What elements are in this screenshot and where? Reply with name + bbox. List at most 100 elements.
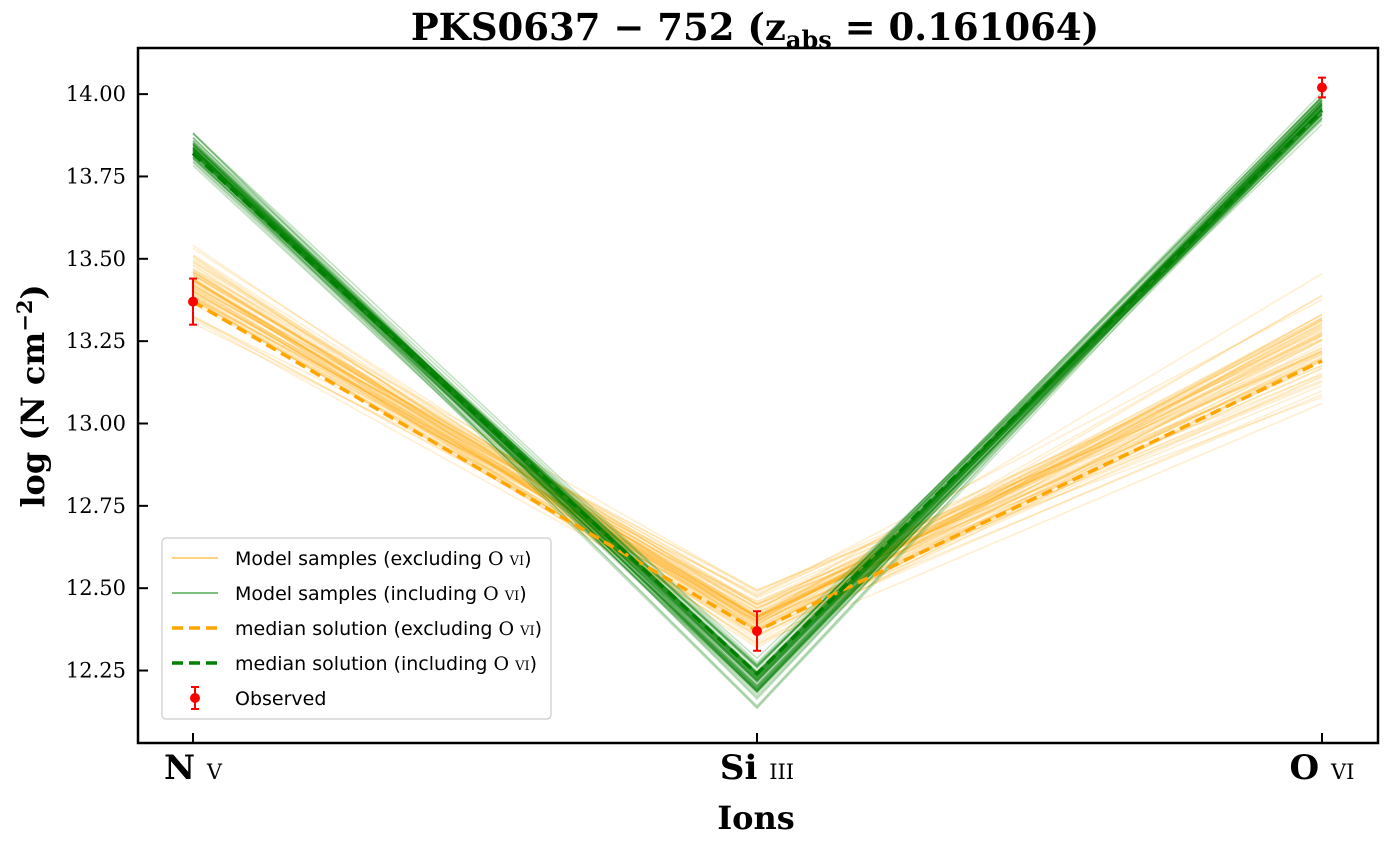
model-sample-line-including	[192, 108, 1323, 693]
x-tick-label: N v	[164, 748, 223, 788]
y-tick-label: 12.25	[66, 659, 126, 683]
legend-label-ion: O vi	[494, 653, 530, 675]
model-sample-line-including	[192, 96, 1323, 670]
model-sample-line-including	[192, 102, 1323, 679]
chart-title-tail: = 0.161064)	[832, 5, 1099, 49]
chart-title: PKS0637 − 752 (zabs = 0.161064)	[411, 5, 1099, 54]
legend: Model samples (excluding O vi)Model samp…	[161, 537, 552, 720]
legend-label: Model samples (excluding O vi)	[235, 548, 532, 570]
model-sample-line-excluding	[192, 280, 1323, 606]
model-sample-line-including	[192, 107, 1323, 693]
x-axis-title: Ions	[717, 799, 795, 837]
model-sample-line-excluding	[192, 284, 1323, 609]
x-tick-label: O vi	[1290, 748, 1355, 788]
y-tick-label: 12.50	[66, 576, 126, 600]
model-sample-line-including	[192, 111, 1323, 694]
model-sample-line-including	[192, 97, 1323, 691]
legend-label: Model samples (including O vi)	[235, 583, 527, 605]
model-sample-line-including	[192, 100, 1323, 668]
model-sample-line-excluding	[192, 303, 1323, 609]
model-sample-line-excluding	[192, 292, 1323, 591]
median-solution-line-including	[191, 109, 1324, 677]
model-sample-line-excluding	[192, 260, 1323, 611]
model-sample-line-excluding	[192, 275, 1323, 599]
model-sample-line-including	[192, 114, 1323, 683]
model-sample-line-including	[192, 113, 1323, 688]
model-sample-line-excluding	[192, 281, 1323, 598]
y-axis-title-main: log (N cm	[14, 332, 52, 508]
legend-label-text: )	[519, 583, 526, 605]
model-sample-line-including	[192, 105, 1323, 693]
y-tick-label: 12.75	[66, 494, 126, 518]
model-sample-line-including	[192, 102, 1323, 709]
y-tick-label: 13.75	[66, 164, 126, 188]
model-sample-line-including	[192, 123, 1323, 668]
model-sample-line-excluding	[192, 298, 1323, 597]
legend-label-text: Model samples (including	[235, 583, 483, 605]
legend-label-ion: O vi	[488, 548, 524, 570]
observed-point	[752, 626, 762, 637]
model-sample-line-including	[192, 110, 1323, 697]
legend-label-text: Model samples (excluding	[235, 548, 488, 570]
x-axis: N v Si iii O vi	[164, 733, 1355, 788]
legend-label-ion: O vi	[483, 583, 519, 605]
y-tick-label: 13.00	[66, 411, 126, 435]
observed-layer	[188, 76, 1327, 652]
legend-box	[161, 537, 552, 720]
legend-label-text: )	[530, 653, 537, 675]
model-sample-line-excluding	[192, 286, 1323, 593]
model-sample-line-including	[192, 118, 1323, 679]
model-sample-line-including	[192, 112, 1323, 690]
y-tick-label: 14.00	[66, 82, 126, 106]
x-tick-label-ion: vi	[1330, 752, 1354, 787]
legend-label: Observed	[235, 688, 326, 710]
model-sample-line-including	[192, 108, 1323, 664]
observed-point	[188, 296, 198, 307]
x-tick-label-element: Si	[720, 748, 769, 788]
model-sample-line-excluding	[192, 296, 1323, 606]
model-sample-line-including	[192, 96, 1323, 688]
y-axis-title-tail: )	[14, 284, 52, 299]
legend-label: median solution (including O vi)	[235, 653, 537, 675]
model-sample-line-excluding	[192, 284, 1323, 605]
model-sample-line-including	[192, 108, 1323, 668]
legend-label-text: median solution (including	[235, 653, 494, 675]
legend-label-text: )	[535, 618, 542, 640]
y-tick-label: 13.50	[66, 247, 126, 271]
chart-title-subscript: abs	[786, 25, 832, 54]
x-tick-label-ion: iii	[769, 752, 794, 787]
model-sample-line-including	[192, 107, 1323, 692]
chart-title-main: PKS0637 − 752 (z	[411, 5, 786, 49]
model-sample-line-excluding	[192, 274, 1323, 604]
legend-label-text: )	[524, 548, 531, 570]
model-sample-line-including	[192, 101, 1323, 683]
model-sample-line-including	[192, 107, 1323, 710]
x-tick-label: Si iii	[720, 748, 794, 788]
legend-label: median solution (excluding O vi)	[235, 618, 542, 640]
model-sample-line-excluding	[192, 279, 1323, 607]
legend-label-ion: O vi	[498, 618, 534, 640]
model-sample-line-including	[192, 108, 1323, 687]
model-sample-line-excluding	[192, 284, 1323, 609]
model-sample-line-excluding	[192, 268, 1323, 592]
legend-swatch-point	[190, 693, 200, 703]
legend-label-text: Observed	[235, 688, 326, 710]
model-sample-line-excluding	[192, 316, 1323, 595]
model-sample-line-including	[192, 110, 1323, 691]
model-sample-line-including	[192, 102, 1323, 708]
y-axis: 12.25 12.50 12.75 13.00 13.25 13.50 13.75 14.00	[66, 82, 148, 683]
legend-label-text: median solution (excluding	[235, 618, 498, 640]
x-tick-label-ion: v	[206, 752, 223, 787]
model-sample-line-excluding	[192, 267, 1323, 606]
y-axis-title: log (N cm−2)	[12, 284, 52, 507]
model-sample-line-including	[192, 116, 1323, 695]
x-tick-label-element: N	[164, 748, 207, 788]
model-sample-line-including	[192, 120, 1323, 666]
observed-point	[1317, 82, 1327, 93]
y-axis-title-superscript: −2	[12, 300, 37, 332]
model-sample-line-including	[192, 113, 1323, 691]
model-sample-line-including	[192, 96, 1323, 669]
x-tick-label-element: O	[1290, 748, 1331, 788]
y-tick-label: 13.25	[66, 329, 126, 353]
